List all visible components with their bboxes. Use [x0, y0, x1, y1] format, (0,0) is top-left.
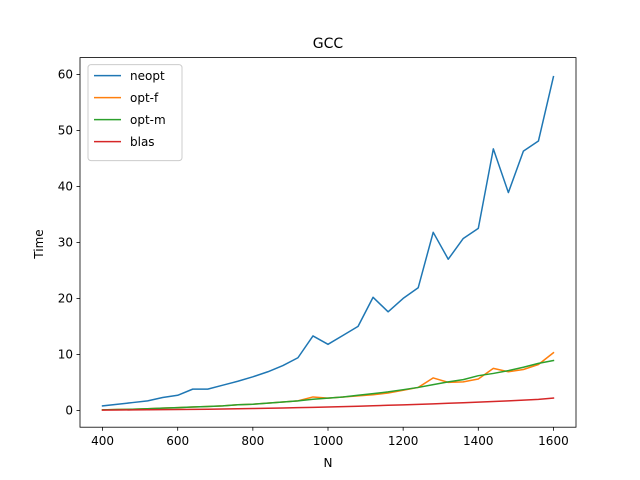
- series-line-opt-m: [101, 359, 555, 411]
- y-tick-label: 40: [58, 180, 73, 194]
- x-axis-ticks: 400 600 800 1000 1200 1400 1600: [91, 427, 569, 448]
- x-tick-label: 1200: [388, 434, 419, 448]
- series-line-blas: [101, 397, 555, 411]
- x-tick-label: 1400: [463, 434, 494, 448]
- legend-label-opt-f: opt-f: [130, 91, 159, 105]
- legend: neopt opt-f opt-m blas: [87, 64, 183, 162]
- series-line-neopt: [101, 75, 555, 407]
- chart-title: GCC: [313, 36, 344, 52]
- x-tick-label: 400: [91, 434, 114, 448]
- y-tick-label: 60: [58, 68, 73, 82]
- y-tick-label: 20: [58, 292, 73, 306]
- x-tick-label: 1000: [313, 434, 344, 448]
- y-tick-label: 10: [58, 348, 73, 362]
- legend-label-opt-m: opt-m: [130, 113, 166, 127]
- y-tick-label: 0: [65, 404, 73, 418]
- x-tick-label: 600: [166, 434, 189, 448]
- legend-label-neopt: neopt: [130, 69, 165, 83]
- y-axis-ticks: 0 10 20 30 40 50 60: [58, 68, 80, 418]
- x-axis-label: N: [324, 456, 333, 470]
- x-tick-label: 800: [241, 434, 264, 448]
- legend-box: [87, 64, 183, 162]
- y-tick-label: 50: [58, 124, 73, 138]
- y-tick-label: 30: [58, 236, 73, 250]
- plot-lines: [101, 75, 555, 411]
- y-axis-label: Time: [32, 229, 46, 259]
- x-tick-label: 1600: [538, 434, 569, 448]
- legend-label-blas: blas: [130, 135, 155, 149]
